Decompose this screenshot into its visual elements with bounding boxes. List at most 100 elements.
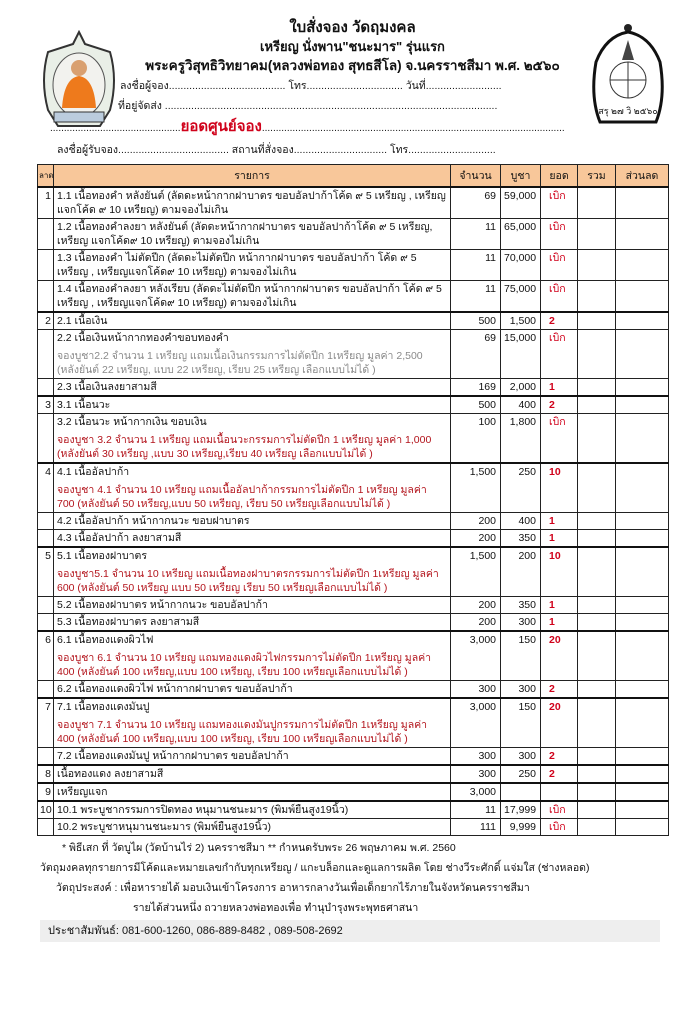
price-cell: 300 [500, 680, 541, 699]
table-row: 8 เนื้อทองแดง ลงยาสามสี 300 250 2 [37, 764, 669, 784]
receiver-field[interactable]: ลงชื่อผู้รับจอง.........................… [57, 144, 496, 156]
total-input-cell[interactable] [577, 529, 616, 548]
price-cell: 1,500 [500, 311, 541, 330]
price-cell: 300 [500, 613, 541, 632]
discount-input-cell[interactable] [615, 800, 669, 819]
price-cell: 400 [500, 512, 541, 530]
group-number: 6 [37, 630, 54, 681]
discount-input-cell[interactable] [615, 529, 669, 548]
discount-input-cell[interactable] [615, 329, 669, 379]
total-input-cell[interactable] [577, 378, 616, 397]
item-name: 2.1 เนื้อเงิน [57, 315, 108, 327]
discount-input-cell[interactable] [615, 512, 669, 530]
address-field[interactable]: ที่อยู่จัดส่ง ..........................… [118, 100, 498, 112]
discount-input-cell[interactable] [615, 680, 669, 699]
group-number [37, 529, 54, 548]
item-name: 5.2 เนื้อทองฝาบาตร หน้ากากนวะ ขอบอัลปาก้… [57, 599, 268, 611]
item-description: 4.3 เนื้ออัลปาก้า ลงยาสามสี [53, 529, 451, 548]
price-cell: 15,000 [500, 329, 541, 379]
table-row: 4.3 เนื้ออัลปาก้า ลงยาสามสี 200 350 1 [37, 529, 669, 548]
item-description: 10.2 พระบูชาหนุมานชนะมาร (พิมพ์ยืนสูง19น… [53, 818, 451, 836]
total-input-cell[interactable] [577, 329, 616, 379]
discount-input-cell[interactable] [615, 596, 669, 614]
discount-input-cell[interactable] [615, 697, 669, 748]
total-input-cell[interactable] [577, 280, 616, 313]
total-input-cell[interactable] [577, 596, 616, 614]
column-header: ลาด [37, 164, 54, 188]
balance-cell: 1 [540, 529, 578, 548]
group-number: 7 [37, 697, 54, 748]
total-input-cell[interactable] [577, 218, 616, 250]
group-number: 10 [37, 800, 54, 819]
discount-input-cell[interactable] [615, 630, 669, 681]
total-input-cell[interactable] [577, 462, 616, 513]
total-input-cell[interactable] [577, 747, 616, 766]
price-cell: 250 [500, 764, 541, 784]
discount-input-cell[interactable] [615, 395, 669, 414]
item-name: เหรียญแจก [57, 786, 108, 798]
item-name: 5.3 เนื้อทองฝาบาตร ลงยาสามสี [57, 616, 200, 628]
discount-input-cell[interactable] [615, 462, 669, 513]
group-number [37, 818, 54, 836]
item-name: 3.1 เนื้อนวะ [57, 399, 111, 411]
orderer-field[interactable]: ลงชื่อผู้จอง............................… [120, 80, 502, 92]
discount-input-cell[interactable] [615, 280, 669, 313]
total-input-cell[interactable] [577, 311, 616, 330]
group-number [37, 378, 54, 397]
total-input-cell[interactable] [577, 818, 616, 836]
discount-input-cell[interactable] [615, 311, 669, 330]
total-input-cell[interactable] [577, 613, 616, 632]
quantity-cell: 3,000 [450, 630, 501, 681]
discount-input-cell[interactable] [615, 378, 669, 397]
price-cell: 1,800 [500, 413, 541, 464]
item-description: 6.2 เนื้อทองแดงผิวไฟ หน้ากากฝาบาตร ขอบอั… [53, 680, 451, 699]
quantity-cell: 100 [450, 413, 501, 464]
discount-input-cell[interactable] [615, 546, 669, 597]
item-name: 10.1 พระบูชากรรมการปิดทอง หนุมานชนะมาร (… [57, 804, 349, 816]
discount-input-cell[interactable] [615, 186, 669, 219]
total-input-cell[interactable] [577, 546, 616, 597]
balance-cell: 2 [540, 311, 578, 330]
balance-cell: 20 [540, 630, 578, 681]
total-input-cell[interactable] [577, 249, 616, 281]
total-input-cell[interactable] [577, 413, 616, 464]
item-description: 4.2 เนื้ออัลปาก้า หน้ากากนวะ ขอบฝาบาตร [53, 512, 451, 530]
total-input-cell[interactable] [577, 764, 616, 784]
total-input-cell[interactable] [577, 680, 616, 699]
quantity-cell: 500 [450, 311, 501, 330]
total-input-cell[interactable] [577, 186, 616, 219]
discount-input-cell[interactable] [615, 413, 669, 464]
order-table-wrap: ลาด รายการ จำนวน บูชา ยอด รวม ส่วนลด 1 1.1 เนื้… [37, 164, 669, 836]
column-header: จำนวน [450, 164, 501, 188]
table-header: ลาด รายการ จำนวน บูชา ยอด รวม ส่วนลด [37, 164, 669, 188]
price-cell: 400 [500, 395, 541, 414]
item-name: 2.3 เนื้อเงินลงยาสามสี [57, 381, 157, 393]
discount-input-cell[interactable] [615, 747, 669, 766]
table-row: 2 2.1 เนื้อเงิน 500 1,500 2 [37, 311, 669, 330]
discount-input-cell[interactable] [615, 764, 669, 784]
column-header: ยอด [540, 164, 578, 188]
discount-input-cell[interactable] [615, 249, 669, 281]
total-input-cell[interactable] [577, 697, 616, 748]
discount-input-cell[interactable] [615, 218, 669, 250]
item-name: 1.4 เนื้อทองคำลงยา หลังเรียบ (ลัดดะไม่ตั… [57, 283, 442, 309]
item-description: 1.2 เนื้อทองคำลงยา หลังยันต์ (ลัดดะหน้าก… [53, 218, 451, 250]
discount-input-cell[interactable] [615, 818, 669, 836]
item-description: 2.1 เนื้อเงิน [53, 311, 451, 330]
total-input-cell[interactable] [577, 630, 616, 681]
total-input-cell[interactable] [577, 395, 616, 414]
discount-input-cell[interactable] [615, 613, 669, 632]
quantity-cell: 11 [450, 249, 501, 281]
total-input-cell[interactable] [577, 512, 616, 530]
item-description: 2.3 เนื้อเงินลงยาสามสี [53, 378, 451, 397]
quantity-cell: 300 [450, 747, 501, 766]
total-input-cell[interactable] [577, 782, 616, 802]
discount-input-cell[interactable] [615, 782, 669, 802]
group-number: 8 [37, 764, 54, 784]
group-number [37, 613, 54, 632]
total-input-cell[interactable] [577, 800, 616, 819]
header: ใบสั่งจอง วัดฤมงคล เหรียญ นั่งพาน"ชนะมาร… [120, 18, 585, 76]
booking-center-field[interactable]: ........................................… [50, 116, 700, 140]
temple-seal-logo: สรุ ๒๗ วิ ๒๕๖๐ [592, 24, 664, 124]
form-subtitle-2: พระครูวิสุทธิวิทยาคม(หลวงพ่อทอง สุทธสีโล… [145, 58, 560, 73]
